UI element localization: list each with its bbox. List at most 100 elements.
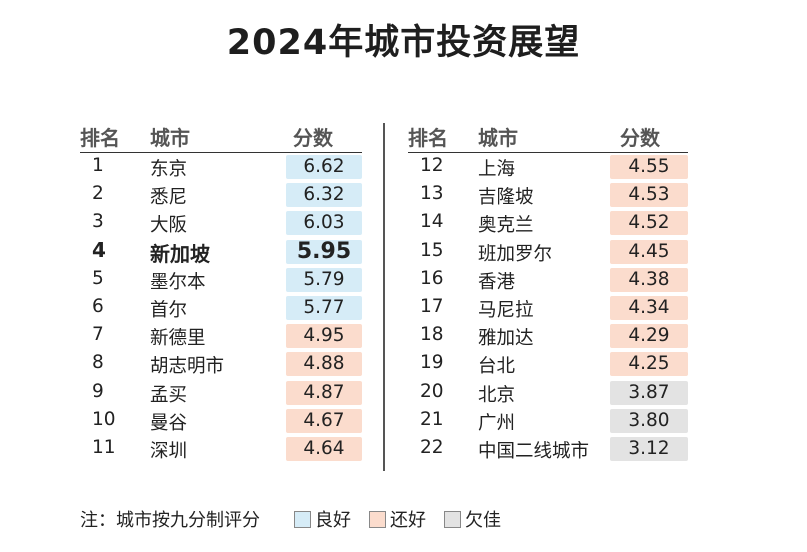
score-cell: 4.64 xyxy=(286,436,362,461)
chart-title: 2024年城市投资展望 xyxy=(226,23,581,63)
rank-cell: 17 xyxy=(420,295,444,317)
table-rows-left: 1 东京 6.62 2 悉尼 6.32 3 大阪 6.03 4 新加坡 5.95 5 墨尔本 5.79 6 首尔… xyxy=(80,153,362,463)
rank-cell: 3 xyxy=(92,211,104,233)
city-cell: 新加坡 xyxy=(150,241,210,266)
table-header-right: 排名 城市 分数 xyxy=(408,120,688,153)
rank-cell: 5 xyxy=(92,267,104,289)
table-row: 7 新德里 4.95 xyxy=(80,322,362,350)
rank-cell: 4 xyxy=(92,237,106,262)
city-cell: 新德里 xyxy=(150,328,206,350)
city-cell: 雅加达 xyxy=(478,328,534,350)
city-cell: 东京 xyxy=(150,159,188,180)
city-cell: 曼谷 xyxy=(150,412,188,434)
city-cell: 墨尔本 xyxy=(150,271,206,293)
score-cell: 4.29 xyxy=(610,324,688,349)
legend-label-fair: 还好 xyxy=(390,510,426,531)
header-rank: 排名 xyxy=(408,126,448,150)
header-score: 分数 xyxy=(620,126,660,150)
table-row: 1 东京 6.62 xyxy=(80,153,362,181)
score-cell: 5.77 xyxy=(286,295,362,320)
rank-cell: 14 xyxy=(420,211,444,233)
rank-cell: 1 xyxy=(92,155,104,176)
table-row: 15 班加罗尔 4.45 xyxy=(408,238,688,266)
table-row: 14 奥克兰 4.52 xyxy=(408,209,688,237)
rank-cell: 18 xyxy=(420,324,444,346)
table-row: 8 胡志明市 4.88 xyxy=(80,350,362,378)
table-row: 9 孟买 4.87 xyxy=(80,379,362,407)
legend-label-poor: 欠佳 xyxy=(465,510,501,531)
table-row: 17 马尼拉 4.34 xyxy=(408,294,688,322)
score-cell: 4.34 xyxy=(610,295,688,320)
legend-item-poor: 欠佳 xyxy=(444,506,501,532)
legend-item-fair: 还好 xyxy=(369,506,426,532)
rank-cell: 19 xyxy=(420,352,444,374)
city-cell: 班加罗尔 xyxy=(478,243,553,265)
score-cell: 3.87 xyxy=(610,380,688,405)
city-cell: 大阪 xyxy=(150,215,188,237)
ranking-table-right: 排名 城市 分数 12 上海 4.55 13 吉隆坡 4.53 14 奥克兰 4.52 15 班加罗… xyxy=(408,120,688,463)
score-cell: 6.62 xyxy=(286,155,362,179)
rank-cell: 11 xyxy=(92,436,116,458)
rank-cell: 7 xyxy=(92,324,104,346)
city-cell: 首尔 xyxy=(150,299,188,321)
table-row: 16 香港 4.38 xyxy=(408,266,688,294)
score-cell: 4.52 xyxy=(610,211,688,236)
header-score: 分数 xyxy=(293,126,333,150)
rank-cell: 15 xyxy=(420,239,444,261)
city-cell: 香港 xyxy=(478,271,516,293)
score-cell: 4.67 xyxy=(286,408,362,433)
table-header-left: 排名 城市 分数 xyxy=(80,120,362,153)
legend: 注：城市按九分制评分 良好 还好 欠佳 xyxy=(80,506,519,532)
ranking-table-left: 排名 城市 分数 1 东京 6.62 2 悉尼 6.32 3 大阪 6.03 4 新加坡 5.95 5 墨… xyxy=(80,120,362,463)
table-row: 4 新加坡 5.95 xyxy=(80,238,362,266)
rank-cell: 13 xyxy=(420,183,444,205)
city-cell: 中国二线城市 xyxy=(478,440,590,462)
score-cell: 4.45 xyxy=(610,239,688,264)
rank-cell: 2 xyxy=(92,183,104,205)
header-city: 城市 xyxy=(150,126,190,150)
scoring-note: 注：城市按九分制评分 xyxy=(80,510,260,531)
table-row: 21 广州 3.80 xyxy=(408,407,688,435)
city-cell: 北京 xyxy=(478,384,516,406)
city-cell: 深圳 xyxy=(150,440,188,462)
legend-swatch-poor xyxy=(444,510,461,528)
table-row: 11 深圳 4.64 xyxy=(80,435,362,463)
score-cell: 4.95 xyxy=(286,324,362,349)
city-cell: 马尼拉 xyxy=(478,299,534,321)
table-row: 10 曼谷 4.67 xyxy=(80,407,362,435)
table-row: 19 台北 4.25 xyxy=(408,350,688,378)
rank-cell: 22 xyxy=(420,436,444,458)
rank-cell: 10 xyxy=(92,408,116,430)
legend-swatch-good xyxy=(294,510,311,528)
rank-cell: 16 xyxy=(420,267,444,289)
score-cell: 3.80 xyxy=(610,408,688,433)
rank-cell: 21 xyxy=(420,408,444,430)
header-rank: 排名 xyxy=(80,126,120,150)
table-row: 18 雅加达 4.29 xyxy=(408,322,688,350)
city-cell: 胡志明市 xyxy=(150,356,225,378)
score-cell: 4.55 xyxy=(610,155,688,179)
city-cell: 吉隆坡 xyxy=(478,187,534,209)
rank-cell: 9 xyxy=(92,380,104,402)
table-row: 20 北京 3.87 xyxy=(408,379,688,407)
table-row: 6 首尔 5.77 xyxy=(80,294,362,322)
table-row: 5 墨尔本 5.79 xyxy=(80,266,362,294)
city-cell: 奥克兰 xyxy=(478,215,534,237)
city-cell: 上海 xyxy=(478,159,516,180)
header-city: 城市 xyxy=(478,126,518,150)
score-cell: 5.79 xyxy=(286,267,362,292)
city-cell: 台北 xyxy=(478,356,516,378)
score-cell: 4.53 xyxy=(610,183,688,208)
legend-swatch-fair xyxy=(369,510,386,528)
table-row: 13 吉隆坡 4.53 xyxy=(408,181,688,209)
city-cell: 悉尼 xyxy=(150,187,188,209)
score-cell: 4.87 xyxy=(286,380,362,405)
column-divider xyxy=(383,123,385,471)
city-cell: 孟买 xyxy=(150,384,188,406)
city-cell: 广州 xyxy=(478,412,516,434)
score-cell: 4.25 xyxy=(610,352,688,377)
legend-item-good: 良好 xyxy=(294,506,351,532)
rank-cell: 20 xyxy=(420,380,444,402)
score-cell: 3.12 xyxy=(610,436,688,461)
rank-cell: 6 xyxy=(92,295,104,317)
